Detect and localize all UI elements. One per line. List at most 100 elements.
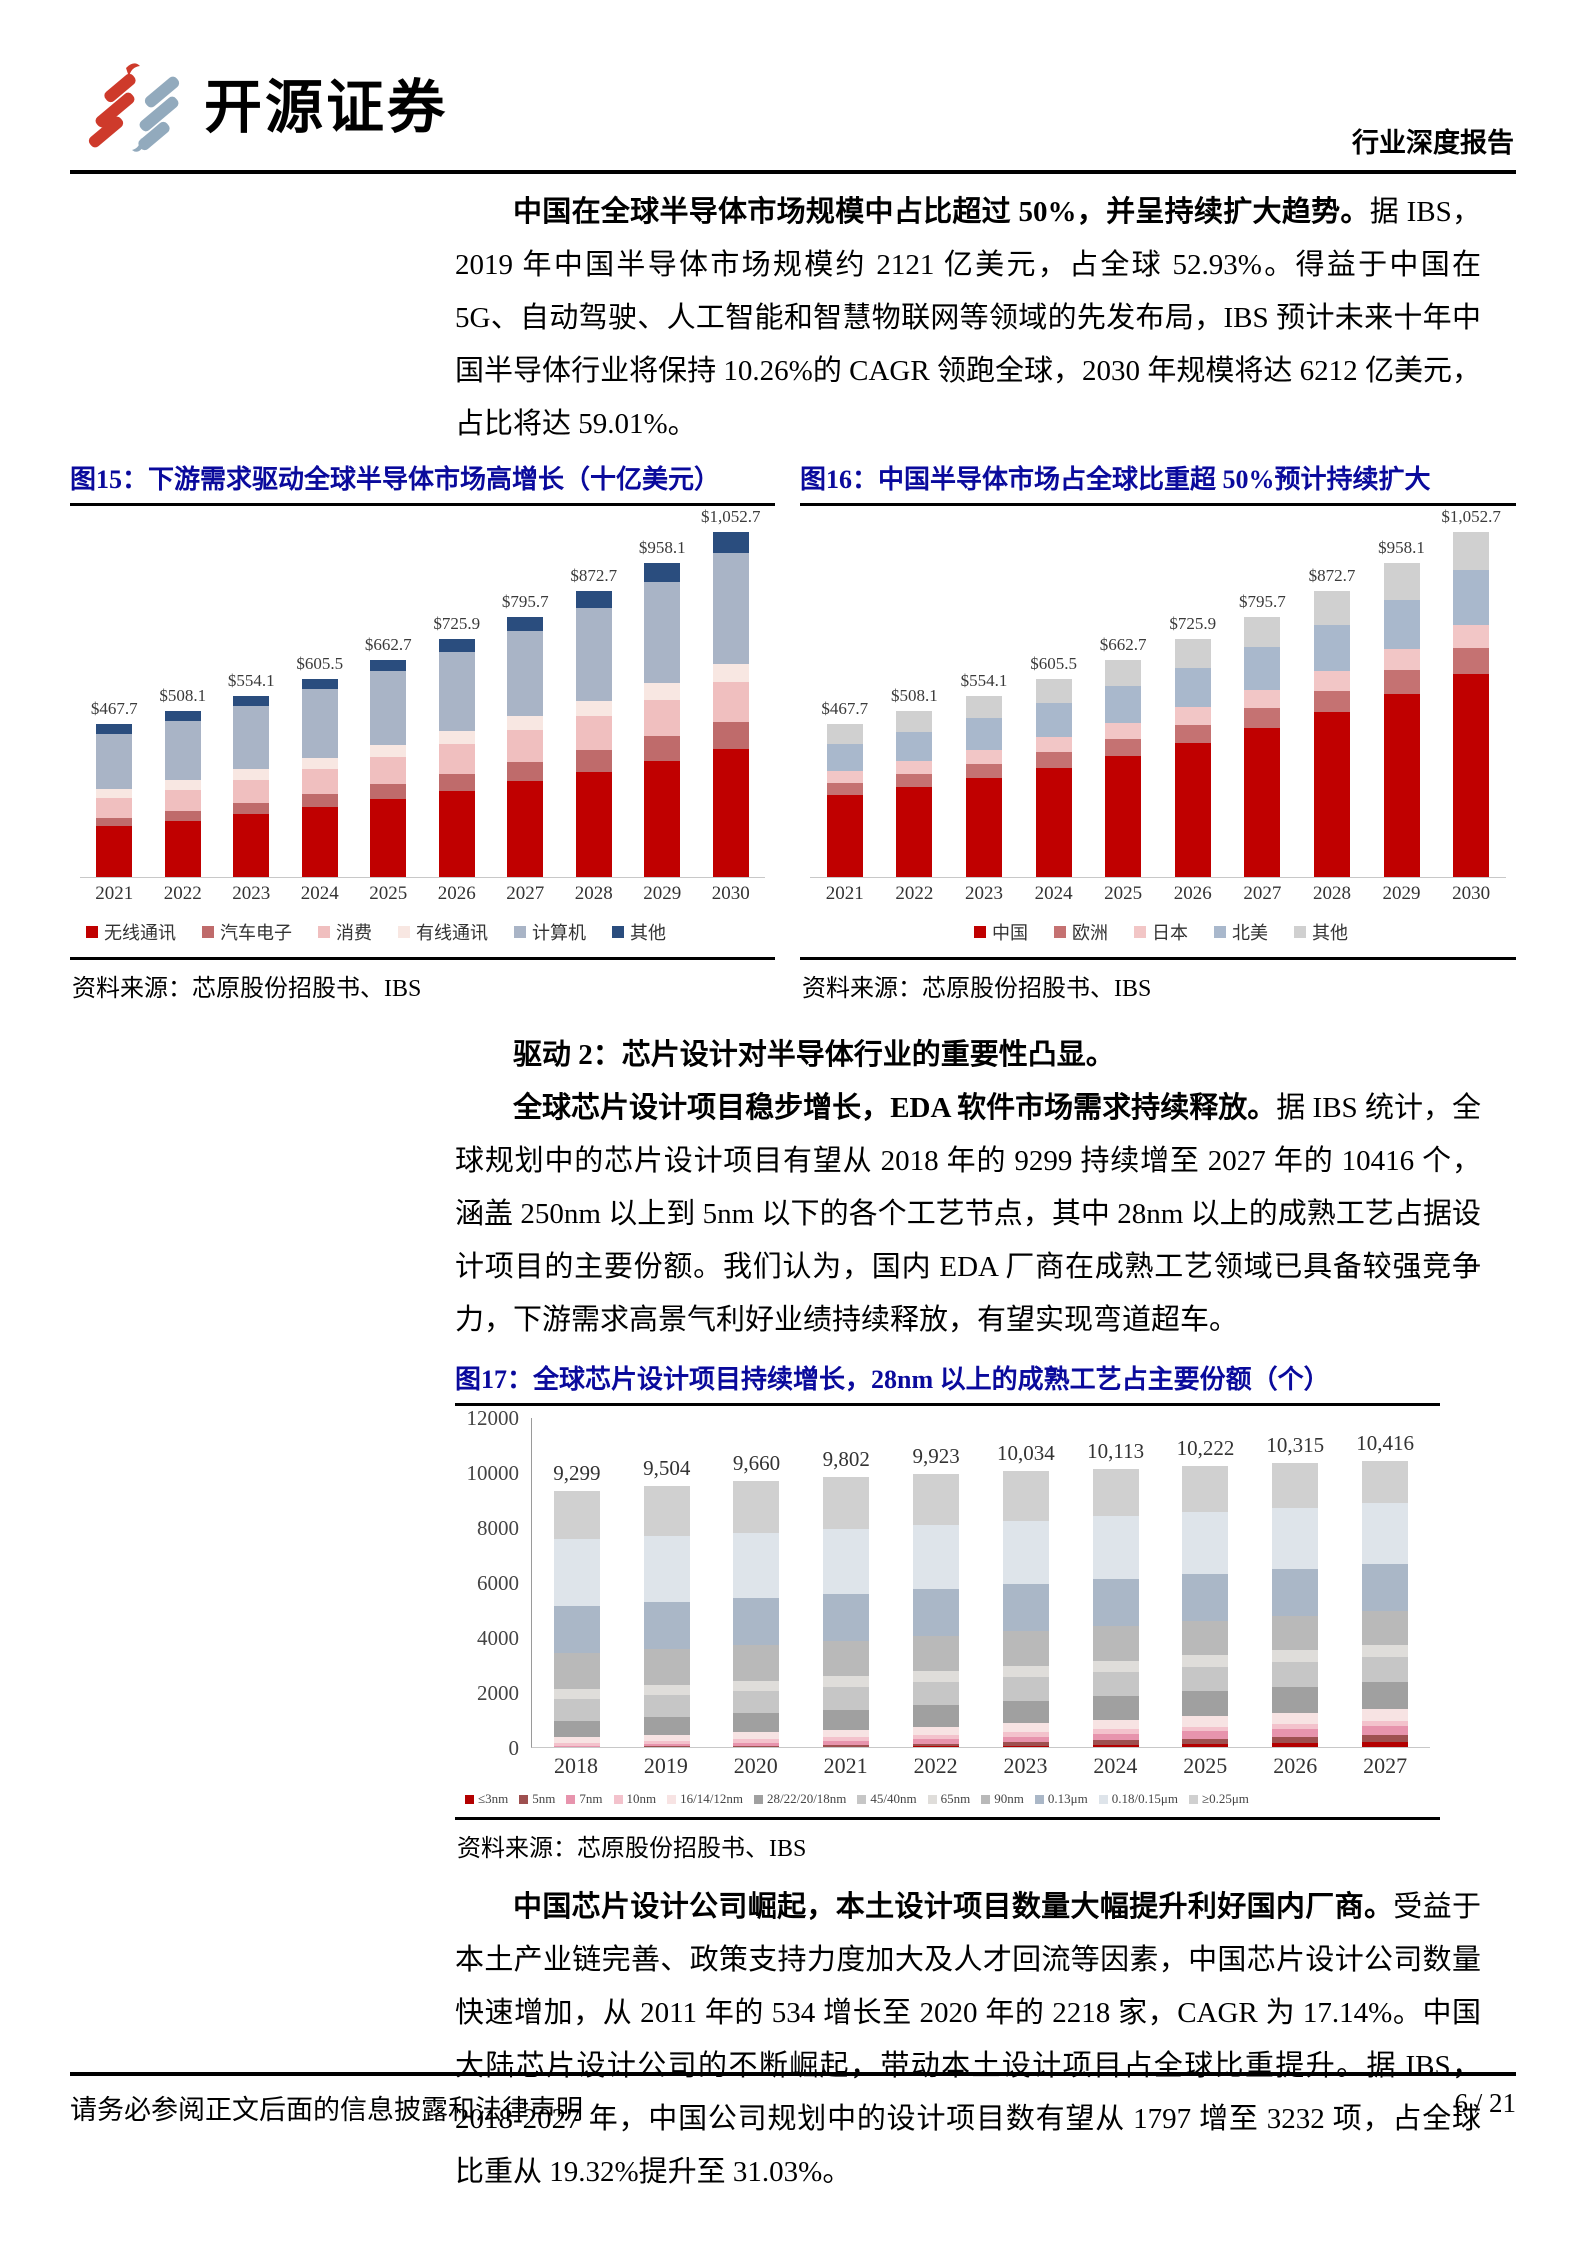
segment-65nm — [643, 1684, 690, 1695]
legend-item: 10nm — [613, 1791, 657, 1807]
stacked-bar-2025 — [1105, 660, 1142, 877]
y-tick-label: 6000 — [477, 1571, 519, 1595]
bar-slot: $1,052.7 — [1436, 507, 1506, 877]
segment-0.18/0.15μm — [1002, 1520, 1049, 1585]
bar-total-label: 10,315 — [1266, 1433, 1325, 1458]
segment-无线通讯 — [712, 749, 749, 877]
segment-5nm — [1092, 1740, 1139, 1745]
figure-15: 图15：下游需求驱动全球半导体市场高增长（十亿美元） $467.7 $508.1 $… — [70, 461, 775, 1005]
segment-日本 — [965, 749, 1002, 764]
segment-5nm — [1182, 1738, 1229, 1744]
bar-total-label: 10,416 — [1356, 1430, 1414, 1455]
x-tick-label: 2025 — [1104, 883, 1143, 904]
legend-swatch — [981, 1794, 991, 1804]
x-tick-label: 2021 — [823, 1753, 868, 1778]
legend-item: 北美 — [1214, 919, 1268, 945]
legend-swatch — [1054, 926, 1066, 938]
segment-日本 — [1035, 737, 1072, 753]
segment-欧洲 — [896, 774, 933, 788]
text-run: 据 IBS 统计，全球规划中的芯片设计项目有望从 2018 年的 9299 持续… — [455, 1092, 1481, 1336]
stacked-bar-2030 — [712, 532, 749, 877]
legend-swatch — [514, 926, 526, 938]
legend-swatch — [1294, 926, 1306, 938]
legend-swatch — [974, 926, 986, 938]
legend-label: 90nm — [994, 1791, 1024, 1806]
bar-slot: $958.1 — [628, 518, 697, 877]
bar-total-label: $508.1 — [891, 685, 938, 705]
segment-其他 — [301, 678, 338, 690]
segment-其他 — [1035, 678, 1072, 704]
segment-北美 — [896, 731, 933, 762]
segment-7nm — [913, 1738, 960, 1744]
legend-label: 计算机 — [532, 923, 586, 943]
stacked-bar-2020 — [733, 1481, 780, 1747]
segment-有线通讯 — [575, 700, 612, 716]
legend-label: ≥0.25μm — [1201, 1791, 1249, 1806]
x-tick-label: 2022 — [895, 883, 934, 904]
paragraph-design-projects: 全球芯片设计项目稳步增长，EDA 软件市场需求持续释放。据 IBS 统计，全球规… — [455, 1082, 1481, 1347]
legend-label: 0.13μm — [1047, 1791, 1088, 1806]
segment-计算机 — [96, 733, 133, 790]
segment-有线通讯 — [96, 789, 133, 799]
segment-消费 — [164, 789, 201, 812]
segment-汽车电子 — [370, 784, 407, 800]
segment-≤3nm — [1272, 1742, 1319, 1747]
segment-欧洲 — [1174, 724, 1211, 743]
legend-item: 5nm — [519, 1791, 555, 1807]
bar-slot: $467.7 — [80, 518, 149, 877]
bar-total-label: $1,052.7 — [701, 507, 761, 527]
segment-0.13μm — [553, 1606, 600, 1654]
bar-total-label: $872.7 — [570, 566, 618, 586]
segment-16/14/12nm — [1002, 1723, 1049, 1733]
brand-logo: 开源证券 — [84, 60, 448, 156]
bar-total-label: $725.9 — [1169, 614, 1217, 634]
figure-16: 图16：中国半导体市场占全球比重超 50%预计持续扩大 $467.7 $508.1… — [800, 461, 1516, 1005]
segment-≥0.25μm — [913, 1474, 960, 1525]
legend-item: ≤3nm — [465, 1791, 508, 1807]
legend-item: 0.13μm — [1034, 1791, 1088, 1807]
bar-total-label: $554.1 — [960, 670, 1008, 690]
segment-≥0.25μm — [1182, 1465, 1229, 1512]
segment-中国 — [1313, 712, 1350, 877]
legend-item: 90nm — [981, 1791, 1024, 1807]
segment-有线通讯 — [644, 683, 681, 700]
legend-swatch — [667, 1794, 677, 1804]
segment-0.13μm — [733, 1598, 780, 1646]
segment-28/22/20/18nm — [823, 1709, 870, 1730]
segment-其他 — [164, 710, 201, 721]
segment-90nm — [1002, 1631, 1049, 1667]
segment-16/14/12nm — [643, 1734, 690, 1742]
segment-其他 — [1105, 660, 1142, 687]
bar-total-label: 9,660 — [732, 1451, 781, 1476]
segment-日本 — [1453, 624, 1490, 649]
segment-65nm — [823, 1676, 870, 1687]
legend-label: 10nm — [626, 1791, 657, 1806]
segment-0.13μm — [1092, 1579, 1139, 1626]
bar-slot: $605.5 — [1019, 518, 1089, 877]
legend-swatch — [1188, 1794, 1198, 1804]
segment-65nm — [913, 1671, 960, 1683]
segment-汽车电子 — [233, 803, 270, 815]
segment-≥0.25μm — [1272, 1463, 1319, 1508]
stacked-bar-2028 — [575, 591, 612, 877]
legend-label: 其他 — [1312, 923, 1348, 943]
stacked-bar-2028 — [1313, 591, 1350, 877]
segment-汽车电子 — [301, 794, 338, 807]
legend-item: 28/22/20/18nm — [753, 1791, 846, 1807]
bar-total-label: 9,923 — [912, 1444, 960, 1469]
segment-无线通讯 — [164, 820, 201, 877]
legend-swatch — [1034, 1794, 1044, 1804]
segment-汽车电子 — [712, 721, 749, 750]
segment-0.18/0.15μm — [1272, 1507, 1319, 1570]
segment-有线通讯 — [164, 780, 201, 790]
segment-消费 — [370, 756, 407, 785]
legend-item: 其他 — [1294, 919, 1348, 945]
bar-slot: 10,034 — [981, 1418, 1071, 1747]
bar-total-label: 10,222 — [1176, 1435, 1235, 1460]
legend-swatch — [1134, 926, 1146, 938]
segment-欧洲 — [1313, 690, 1350, 713]
bar-total-label: 10,113 — [1087, 1438, 1145, 1463]
segment-5nm — [733, 1745, 780, 1747]
segment-其他 — [1174, 639, 1211, 669]
